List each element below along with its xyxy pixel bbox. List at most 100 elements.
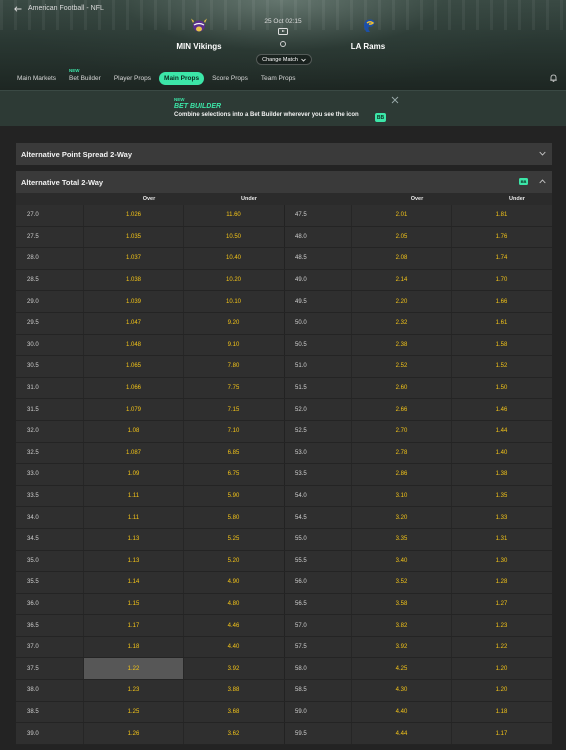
odds-over-button[interactable]: 2.32 bbox=[351, 312, 451, 334]
odds-over-button[interactable]: 2.01 bbox=[351, 205, 451, 226]
odds-under-button[interactable]: 5.20 bbox=[183, 550, 283, 572]
odds-under-button[interactable]: 1.52 bbox=[451, 356, 551, 377]
odds-under-button[interactable]: 6.85 bbox=[183, 442, 283, 464]
odds-under-button[interactable]: 1.46 bbox=[451, 399, 551, 420]
odds-under-button[interactable]: 1.74 bbox=[451, 248, 551, 269]
odds-over-button[interactable]: 1.09 bbox=[83, 464, 183, 485]
odds-over-button[interactable]: 2.66 bbox=[351, 399, 451, 420]
odds-under-button[interactable]: 1.30 bbox=[451, 550, 551, 572]
odds-over-button[interactable]: 1.087 bbox=[83, 442, 183, 464]
odds-under-button[interactable]: 11.60 bbox=[183, 205, 283, 226]
odds-over-button[interactable]: 4.40 bbox=[351, 701, 451, 723]
odds-under-button[interactable]: 3.68 bbox=[183, 701, 283, 723]
odds-under-button[interactable]: 1.76 bbox=[451, 226, 551, 248]
odds-over-button[interactable]: 2.78 bbox=[351, 442, 451, 464]
odds-under-button[interactable]: 1.70 bbox=[451, 269, 551, 291]
odds-under-button[interactable]: 1.38 bbox=[451, 464, 551, 485]
odds-under-button[interactable]: 5.90 bbox=[183, 485, 283, 507]
odds-over-button[interactable]: 1.08 bbox=[83, 420, 183, 442]
odds-under-button[interactable]: 9.20 bbox=[183, 312, 283, 334]
odds-over-button[interactable]: 3.40 bbox=[351, 550, 451, 572]
odds-under-button[interactable]: 10.20 bbox=[183, 269, 283, 291]
odds-under-button[interactable]: 1.61 bbox=[451, 312, 551, 334]
odds-under-button[interactable]: 3.88 bbox=[183, 680, 283, 701]
odds-over-button[interactable]: 1.23 bbox=[83, 680, 183, 701]
odds-under-button[interactable]: 10.40 bbox=[183, 248, 283, 269]
odds-under-button[interactable]: 1.17 bbox=[451, 723, 551, 744]
odds-over-button[interactable]: 2.08 bbox=[351, 248, 451, 269]
odds-over-button[interactable]: 1.048 bbox=[83, 334, 183, 356]
odds-over-button[interactable]: 4.44 bbox=[351, 723, 451, 744]
odds-over-button[interactable]: 2.20 bbox=[351, 291, 451, 312]
stats-icon[interactable] bbox=[280, 41, 286, 47]
tab-player-props[interactable]: Player Props bbox=[109, 72, 156, 85]
odds-under-button[interactable]: 1.31 bbox=[451, 528, 551, 550]
odds-over-button[interactable]: 1.038 bbox=[83, 269, 183, 291]
odds-under-button[interactable]: 1.58 bbox=[451, 334, 551, 356]
odds-over-button[interactable]: 1.047 bbox=[83, 312, 183, 334]
odds-under-button[interactable]: 3.62 bbox=[183, 723, 283, 744]
odds-under-button[interactable]: 10.10 bbox=[183, 291, 283, 312]
tab-score-props[interactable]: Score Props bbox=[207, 72, 253, 85]
odds-under-button[interactable]: 1.22 bbox=[451, 636, 551, 658]
odds-over-button[interactable]: 3.10 bbox=[351, 485, 451, 507]
odds-over-button[interactable]: 1.18 bbox=[83, 636, 183, 658]
odds-over-button[interactable]: 3.35 bbox=[351, 528, 451, 550]
odds-over-button[interactable]: 2.05 bbox=[351, 226, 451, 248]
odds-over-button[interactable]: 3.82 bbox=[351, 615, 451, 636]
odds-under-button[interactable]: 10.50 bbox=[183, 226, 283, 248]
odds-over-button[interactable]: 4.30 bbox=[351, 680, 451, 701]
odds-under-button[interactable]: 1.27 bbox=[451, 593, 551, 615]
odds-over-button[interactable]: 1.25 bbox=[83, 701, 183, 723]
odds-under-button[interactable]: 4.46 bbox=[183, 615, 283, 636]
odds-under-button[interactable]: 1.50 bbox=[451, 377, 551, 399]
odds-over-button[interactable]: 2.38 bbox=[351, 334, 451, 356]
odds-over-button[interactable]: 2.52 bbox=[351, 356, 451, 377]
odds-over-button[interactable]: 1.039 bbox=[83, 291, 183, 312]
odds-over-button[interactable]: 2.60 bbox=[351, 377, 451, 399]
odds-under-button[interactable]: 1.28 bbox=[451, 572, 551, 593]
odds-over-button[interactable]: 1.066 bbox=[83, 377, 183, 399]
odds-over-button[interactable]: 1.26 bbox=[83, 723, 183, 744]
odds-under-button[interactable]: 9.10 bbox=[183, 334, 283, 356]
odds-over-button[interactable]: 1.13 bbox=[83, 550, 183, 572]
section-alternative-point-spread[interactable]: Alternative Point Spread 2-Way bbox=[16, 143, 552, 165]
odds-over-button[interactable]: 1.22 bbox=[83, 658, 183, 680]
odds-over-button[interactable]: 1.037 bbox=[83, 248, 183, 269]
odds-over-button[interactable]: 1.026 bbox=[83, 205, 183, 226]
odds-under-button[interactable]: 4.90 bbox=[183, 572, 283, 593]
tab-bet-builder[interactable]: NEW Bet Builder bbox=[64, 68, 106, 85]
odds-under-button[interactable]: 1.35 bbox=[451, 485, 551, 507]
odds-under-button[interactable]: 1.20 bbox=[451, 680, 551, 701]
odds-under-button[interactable]: 4.80 bbox=[183, 593, 283, 615]
odds-under-button[interactable]: 1.23 bbox=[451, 615, 551, 636]
odds-under-button[interactable]: 1.81 bbox=[451, 205, 551, 226]
live-stream-icon[interactable] bbox=[278, 28, 288, 35]
odds-over-button[interactable]: 1.17 bbox=[83, 615, 183, 636]
breadcrumb-label[interactable]: American Football - NFL bbox=[28, 5, 104, 12]
odds-under-button[interactable]: 1.20 bbox=[451, 658, 551, 680]
odds-over-button[interactable]: 4.25 bbox=[351, 658, 451, 680]
odds-under-button[interactable]: 1.40 bbox=[451, 442, 551, 464]
odds-over-button[interactable]: 1.11 bbox=[83, 485, 183, 507]
change-match-button[interactable]: Change Match bbox=[256, 54, 312, 65]
odds-over-button[interactable]: 1.13 bbox=[83, 528, 183, 550]
odds-under-button[interactable]: 1.66 bbox=[451, 291, 551, 312]
odds-over-button[interactable]: 3.92 bbox=[351, 636, 451, 658]
odds-under-button[interactable]: 5.80 bbox=[183, 507, 283, 528]
section-alternative-total[interactable]: Alternative Total 2-Way BB bbox=[16, 171, 552, 193]
back-arrow-icon[interactable] bbox=[14, 5, 22, 12]
odds-under-button[interactable]: 7.15 bbox=[183, 399, 283, 420]
odds-under-button[interactable]: 5.25 bbox=[183, 528, 283, 550]
odds-over-button[interactable]: 1.065 bbox=[83, 356, 183, 377]
odds-over-button[interactable]: 3.58 bbox=[351, 593, 451, 615]
odds-over-button[interactable]: 1.035 bbox=[83, 226, 183, 248]
close-icon[interactable] bbox=[391, 96, 399, 104]
odds-under-button[interactable]: 1.33 bbox=[451, 507, 551, 528]
odds-under-button[interactable]: 4.40 bbox=[183, 636, 283, 658]
tab-main-markets[interactable]: Main Markets bbox=[12, 72, 61, 85]
breadcrumb[interactable]: American Football - NFL bbox=[14, 5, 104, 12]
odds-over-button[interactable]: 1.14 bbox=[83, 572, 183, 593]
odds-under-button[interactable]: 7.80 bbox=[183, 356, 283, 377]
odds-over-button[interactable]: 2.86 bbox=[351, 464, 451, 485]
